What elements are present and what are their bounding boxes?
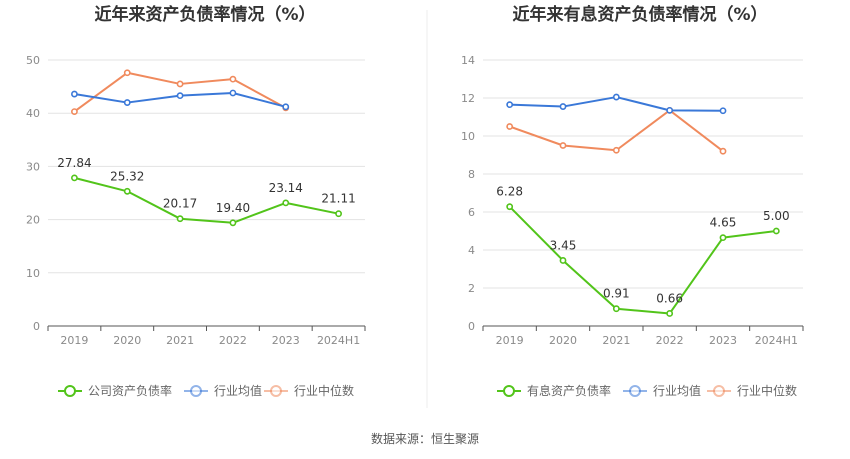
data-label: 6.28 [496,185,523,199]
data-point [719,234,727,242]
x-tick-label: 2022 [656,334,684,347]
chart-panel-debt-ratio: 近年来资产负债率情况（%） 0 10 20 30 40 50 2019 2020 2021 2022… [26,4,366,398]
legend-item: 行业均值 [623,383,701,398]
data-point [71,108,78,116]
data-point [282,103,290,111]
legend-label: 行业中位数 [737,383,797,398]
data-label: 3.45 [550,238,577,252]
series-line [508,205,777,315]
data-label: 5.00 [763,209,790,223]
data-point [612,146,620,154]
y-tick-label: 12 [461,92,475,105]
series-line [509,109,724,152]
data-point [335,210,342,218]
data-point [666,106,674,114]
x-tick-label: 2019 [60,334,88,347]
y-tick-label: 4 [468,244,475,257]
legend-label: 行业均值 [653,383,701,398]
data-point [612,305,620,313]
x-tick-label: 2021 [602,334,630,347]
data-point [559,257,567,264]
legend-item: 行业均值 [184,383,262,398]
legend-label: 有息资产负债率 [527,383,611,398]
legend-item: 行业中位数 [707,383,797,398]
legend-item: 公司资产负债率 [58,383,172,398]
data-point [559,142,567,149]
legend-swatch-marker [629,385,641,397]
data-point [71,174,78,182]
data-label: 0.91 [603,287,630,301]
data-point [719,147,727,155]
y-tick-label: 10 [461,130,475,143]
y-tick-label: 0 [468,320,475,333]
y-tick-label: 10 [26,267,40,280]
x-tick-label: 2020 [549,334,577,347]
legend-swatch-marker [503,385,515,397]
y-tick-label: 40 [26,107,40,120]
data-point [506,101,514,109]
legend-swatch-marker [270,385,282,397]
data-point [229,89,237,97]
data-label: 19.40 [216,201,250,215]
data-point [176,92,184,100]
data-point [71,90,78,98]
data-label: 4.65 [710,216,737,230]
legend-label: 行业中位数 [294,383,354,398]
y-tick-label: 14 [461,54,475,67]
data-point [506,203,514,211]
data-point [123,99,131,106]
data-point [666,310,674,317]
x-tick-label: 2019 [496,334,524,347]
y-tick-label: 20 [26,214,40,227]
data-point [123,69,131,77]
legend-item: 有息资产负债率 [497,383,611,398]
chart-title: 近年来有息资产负债率情况（%） [512,4,767,25]
data-point [229,75,237,83]
x-tick-label: 2020 [113,334,141,347]
data-point [559,103,567,110]
legend-swatch-marker [190,385,202,397]
data-point [282,199,290,207]
legend-swatch-marker [713,385,725,397]
data-label: 0.66 [656,291,683,305]
data-point [612,93,620,101]
data-label: 20.17 [163,197,197,211]
data-label: 21.11 [321,192,355,206]
data-point [719,107,727,115]
x-tick-label: 2023 [272,334,300,347]
source-label: 数据来源：恒生聚源 [371,431,479,446]
legend-label: 行业均值 [214,383,262,398]
data-point [772,227,780,235]
legend-label: 公司资产负债率 [88,383,172,398]
y-tick-label: 8 [468,168,475,181]
legend-item: 行业中位数 [264,383,354,398]
data-point [176,80,184,88]
data-label: 25.32 [110,169,144,183]
x-tick-label: 2022 [219,334,247,347]
data-label: 23.14 [269,181,303,195]
y-tick-label: 6 [468,206,475,219]
series-line [73,71,287,113]
data-point [176,215,184,223]
legend-swatch-marker [64,385,76,397]
x-tick-label: 2024H1 [317,334,360,347]
y-tick-label: 2 [468,282,475,295]
data-point [123,187,131,195]
series-line [74,176,339,224]
chart-title: 近年来资产负债率情况（%） [94,4,315,25]
data-point [506,123,514,130]
x-tick-label: 2023 [709,334,737,347]
chart-panel-interest-debt-ratio: 近年来有息资产负债率情况（%） 0 2 4 6 8 10 12 14 2019 2020 2021 20… [461,4,804,398]
x-tick-label: 2024H1 [755,334,798,347]
y-tick-label: 0 [33,320,40,333]
data-label: 27.84 [57,156,91,170]
y-tick-label: 30 [26,160,40,173]
y-tick-label: 50 [26,54,40,67]
x-tick-label: 2021 [166,334,194,347]
data-point [229,219,237,227]
